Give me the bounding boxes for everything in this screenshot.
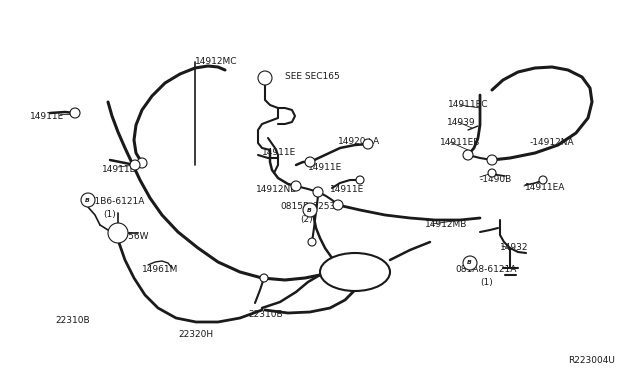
Circle shape [356,176,364,184]
Text: 14911E: 14911E [102,165,136,174]
Circle shape [258,71,272,85]
Circle shape [70,108,80,118]
Circle shape [291,181,301,191]
Text: 081B6-6121A: 081B6-6121A [83,197,145,206]
Circle shape [313,187,323,197]
Text: 14911EA: 14911EA [525,183,565,192]
Text: 14939: 14939 [447,118,476,127]
Circle shape [463,256,477,270]
Text: 14911E: 14911E [308,163,342,172]
Text: -14912NA: -14912NA [530,138,575,147]
Text: 14911EB: 14911EB [440,138,481,147]
Text: 14912MC: 14912MC [195,57,237,66]
Circle shape [81,193,95,207]
Circle shape [463,150,473,160]
Text: -1490B: -1490B [480,175,512,184]
Text: 14956W: 14956W [112,232,150,241]
Text: B: B [307,208,312,212]
Text: 0815B-62533: 0815B-62533 [280,202,341,211]
Circle shape [308,238,316,246]
Text: 14911E: 14911E [30,112,64,121]
Circle shape [539,176,547,184]
Text: B: B [84,198,90,202]
Text: R223004U: R223004U [568,356,615,365]
Circle shape [130,160,140,170]
Text: 14912NB: 14912NB [256,185,298,194]
Text: 22320H: 22320H [178,330,213,339]
Text: 14920+A: 14920+A [338,137,380,146]
Circle shape [305,157,315,167]
Text: (1): (1) [480,278,493,287]
Circle shape [363,139,373,149]
Text: 22310B: 22310B [55,316,90,325]
Circle shape [303,203,317,217]
Text: 14932: 14932 [500,243,529,252]
Text: 22310B: 22310B [248,310,283,319]
Circle shape [260,274,268,282]
Ellipse shape [320,253,390,291]
Text: (2): (2) [300,215,312,224]
Text: 081A8-6121A: 081A8-6121A [455,265,516,274]
Circle shape [108,223,128,243]
Text: (1): (1) [103,210,116,219]
Text: 14911E: 14911E [262,148,296,157]
Text: 14911EC: 14911EC [448,100,488,109]
Circle shape [488,169,496,177]
Text: 14961M: 14961M [142,265,179,274]
Text: 14912MB: 14912MB [425,220,467,229]
Text: 22370: 22370 [362,270,390,279]
Text: SEE SEC165: SEE SEC165 [285,72,340,81]
Circle shape [137,158,147,168]
Text: B: B [467,260,472,266]
Circle shape [487,155,497,165]
Text: 14911E: 14911E [330,185,364,194]
Circle shape [333,200,343,210]
